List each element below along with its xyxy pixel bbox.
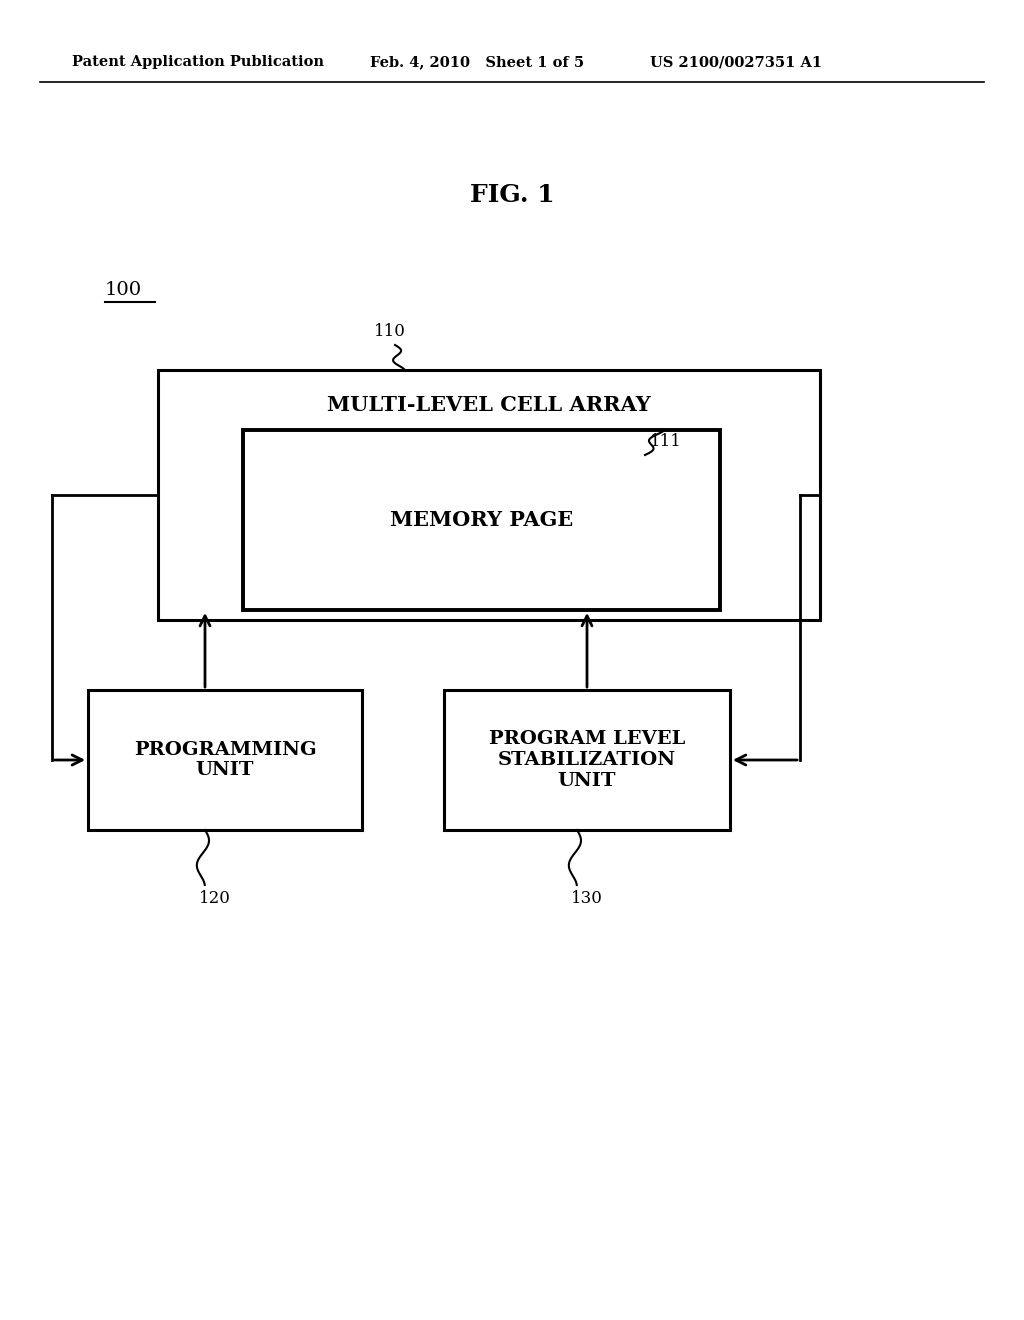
Text: US 2100/0027351 A1: US 2100/0027351 A1 bbox=[650, 55, 822, 69]
Text: 111: 111 bbox=[650, 433, 682, 450]
Text: MULTI-LEVEL CELL ARRAY: MULTI-LEVEL CELL ARRAY bbox=[327, 395, 651, 414]
Text: MEMORY PAGE: MEMORY PAGE bbox=[390, 510, 573, 531]
Text: FIG. 1: FIG. 1 bbox=[470, 183, 554, 207]
Bar bbox=[158, 370, 820, 620]
Text: 130: 130 bbox=[571, 890, 603, 907]
Bar bbox=[243, 430, 720, 610]
Text: PROGRAMMING
UNIT: PROGRAMMING UNIT bbox=[134, 741, 316, 779]
Text: PROGRAM LEVEL
STABILIZATION
UNIT: PROGRAM LEVEL STABILIZATION UNIT bbox=[488, 730, 685, 789]
Bar bbox=[444, 690, 730, 830]
Text: Feb. 4, 2010   Sheet 1 of 5: Feb. 4, 2010 Sheet 1 of 5 bbox=[370, 55, 584, 69]
Bar bbox=[88, 690, 362, 830]
Text: 120: 120 bbox=[199, 890, 231, 907]
Text: 110: 110 bbox=[374, 323, 406, 341]
Text: 100: 100 bbox=[105, 281, 142, 300]
Text: Patent Application Publication: Patent Application Publication bbox=[72, 55, 324, 69]
